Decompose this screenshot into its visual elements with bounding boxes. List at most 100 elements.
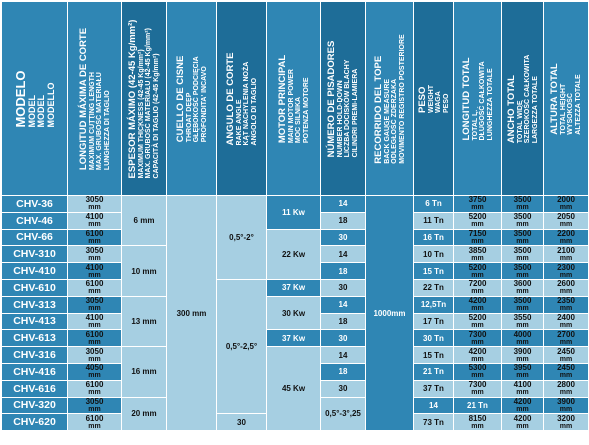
total-width-cell: 4100 mm <box>501 379 544 398</box>
weight-cell: 6 Tn <box>413 195 454 213</box>
model-cell: CHV-313 <box>1 295 68 314</box>
model-cell: CHV-616 <box>1 379 68 398</box>
weight-cell: 15 Tn <box>413 262 454 280</box>
total-height-cell: 2200 mm <box>543 228 589 247</box>
total-width-cell: 3550 mm <box>501 312 544 331</box>
model-cell: CHV-46 <box>1 211 68 230</box>
total-width-cell: 3500 mm <box>501 245 544 264</box>
holddown-cell: 30 <box>320 379 366 398</box>
total-length-cell: 5300 mm <box>453 362 502 381</box>
table-row: CHV-46 4100 mm 18 11 Tn 5200 mm 3500 mm 205… <box>1 211 589 230</box>
thickness-cell: 13 mm <box>121 295 167 348</box>
cutting-length-cell: 6100 mm <box>67 413 122 432</box>
cutting-length-cell: 4100 mm <box>67 211 122 230</box>
col-header-total-length: LONGITUD TOTAL TOTAL L. DŁUGOŚĆ CAŁKOWITA L… <box>453 1 502 196</box>
thickness-cell: 20 mm <box>121 396 167 432</box>
total-height-cell: 2600 mm <box>543 278 589 297</box>
total-width-cell: 3500 mm <box>501 211 544 230</box>
model-cell: CHV-316 <box>1 346 68 364</box>
table-row: CHV-410 4100 mm 18 15 Tn 5200 mm 3500 mm 23… <box>1 262 589 280</box>
model-cell: CHV-320 <box>1 396 68 415</box>
throat-cell: 300 mm <box>166 194 217 432</box>
holddown-cell: 14 <box>320 195 366 213</box>
model-cell: CHV-610 <box>1 278 68 297</box>
holddown-cell: 14 <box>320 346 366 364</box>
table-row: CHV-36 3050 mm 6 mm 300 mm 0,5°-2° 11 Kw … <box>1 194 589 432</box>
cutting-length-cell: 6100 mm <box>67 329 122 348</box>
total-width-cell: 4200 mm <box>501 413 544 432</box>
total-height-cell: 3200 mm <box>543 413 589 432</box>
header-row: MODELO MODEL MODEL MODELLO LONGITUD MÁXIMA … <box>1 1 589 196</box>
col-header-cutting-length: LONGITUD MÁXIMA DE CORTE MAXIMUM CUTTING … <box>67 1 122 196</box>
holddown-cell: 14 <box>413 396 454 415</box>
weight-cell: 73 Tn <box>413 413 454 432</box>
weight-cell: 11 Tn <box>413 211 454 230</box>
motor-cell: 45 Kw <box>266 346 321 432</box>
model-cell: CHV-620 <box>1 413 68 432</box>
table-row: CHV-313 3050 mm 13 mm 30 Kw 14 12,5Tn 420… <box>1 295 589 348</box>
table-row: CHV-610 6100 mm 0,5°-2,5° 37 Kw 30 22 Tn … <box>1 278 589 415</box>
motor-cell: 37 Kw <box>266 329 321 348</box>
col-header-holddown: NÚMERO DE PISADORES NUMBER HOLD-DOWN LICZB… <box>320 1 366 196</box>
cutting-length-cell: 6100 mm <box>67 379 122 398</box>
weight-cell: 10 Tn <box>413 245 454 264</box>
motor-cell: 11 Kw <box>266 195 321 230</box>
total-width-cell: 3600 mm <box>501 278 544 297</box>
rake-angle-cell: 0,5°-3°,25 <box>320 396 366 432</box>
cutting-length-cell: 3050 mm <box>67 245 122 264</box>
holddown-cell: 18 <box>320 211 366 230</box>
cutting-length-cell: 3050 mm <box>67 195 122 213</box>
cutting-length-cell: 6100 mm <box>67 278 122 297</box>
cutting-length-cell: 6100 mm <box>67 228 122 247</box>
col-header-weight: PESO WEIGHT WAGA PESO <box>413 1 454 196</box>
col-header-rake-angle: ANGULO DE CORTE RAKE ANGLE KĄT NACHYLENIA … <box>216 1 267 196</box>
motor-cell: 37 Kw <box>266 278 321 297</box>
back-gauge-cell: 1000mm <box>365 194 414 432</box>
thickness-cell: 6 mm <box>121 194 167 247</box>
motor-cell: 22 Kw <box>266 228 321 280</box>
total-height-cell: 2050 mm <box>543 211 589 230</box>
holddown-cell: 14 <box>320 295 366 314</box>
model-cell: CHV-310 <box>1 245 68 264</box>
total-length-cell: 7300 mm <box>453 379 502 398</box>
model-cell: CHV-36 <box>1 195 68 213</box>
weight-cell: 30 Tn <box>413 329 454 348</box>
holddown-cell: 30 <box>216 413 267 432</box>
model-cell: CHV-66 <box>1 228 68 247</box>
col-header-model: MODELO MODEL MODEL MODELLO <box>1 1 68 196</box>
total-height-cell: 2450 mm <box>543 346 589 364</box>
model-cell: CHV-410 <box>1 262 68 280</box>
table-row: CHV-316 3050 mm 16 mm 45 Kw 14 15 Tn 4200… <box>1 346 589 432</box>
cutting-length-cell: 3050 mm <box>67 396 122 415</box>
weight-cell: 22 Tn <box>413 278 454 297</box>
table-row: CHV-310 3050 mm 10 mm 14 10 Tn 3850 mm 350… <box>1 245 589 297</box>
total-length-cell: 4200 mm <box>453 295 502 314</box>
holddown-cell: 30 <box>320 329 366 348</box>
total-length-cell: 7300 mm <box>453 329 502 348</box>
cutting-length-cell: 4050 mm <box>67 362 122 381</box>
thickness-cell: 16 mm <box>121 346 167 398</box>
weight-cell: 21 Tn <box>453 396 502 415</box>
model-cell: CHV-613 <box>1 329 68 348</box>
rake-angle-cell: 0,5°-2° <box>216 195 267 280</box>
col-header-thickness: ESPESOR MÁXIMO (42-45 Kg/mm²) MAXIMUM THI… <box>121 1 167 196</box>
total-height-cell: 2100 mm <box>543 245 589 264</box>
rake-angle-cell: 0,5°-2,5° <box>216 278 267 415</box>
holddown-cell: 18 <box>320 312 366 331</box>
total-width-cell: 3500 mm <box>501 195 544 213</box>
weight-cell: 37 Tn <box>413 379 454 398</box>
model-cell: CHV-413 <box>1 312 68 331</box>
spec-table: MODELO MODEL MODEL MODELLO LONGITUD MÁXIMA … <box>1 1 589 432</box>
col-header-back-gauge: RECORRIDO DEL TOPE BACK GAUGE MEASURE ODLE… <box>365 1 414 196</box>
col-header-total-height: ALTURA TOTAL TOTAL HEIGHT WYSOKOŚĆ ALTEZZA … <box>543 1 589 196</box>
cutting-length-cell: 4100 mm <box>67 312 122 331</box>
total-width-cell: 4000 mm <box>501 329 544 348</box>
total-height-cell: 2450 mm <box>543 362 589 381</box>
holddown-cell: 30 <box>320 228 366 247</box>
motor-cell: 30 Kw <box>266 295 321 331</box>
total-width-cell: 3900 mm <box>501 346 544 364</box>
holddown-cell: 18 <box>320 362 366 381</box>
total-length-cell: 8150 mm <box>453 413 502 432</box>
total-height-cell: 2350 mm <box>543 295 589 314</box>
total-height-cell: 2700 mm <box>543 329 589 348</box>
